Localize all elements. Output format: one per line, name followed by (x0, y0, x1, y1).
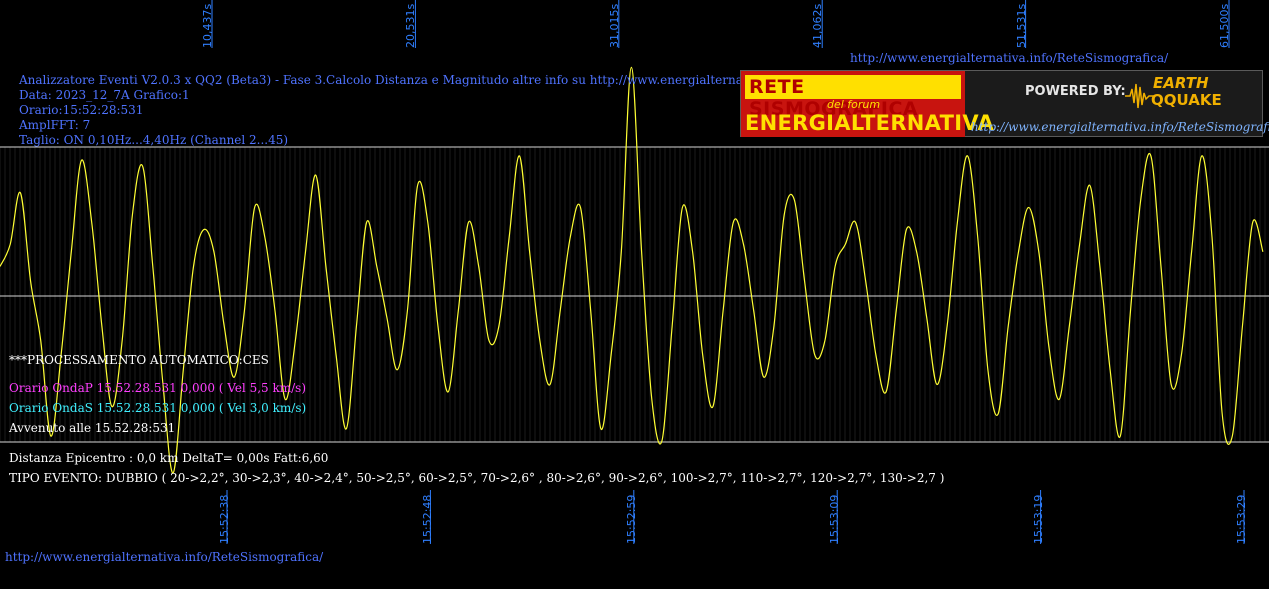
top-tick-label: 20,531s (404, 3, 418, 48)
header-time: Orario:15:52:28:531 (19, 103, 144, 117)
logo-yellow-band (745, 75, 961, 99)
bottom-tick-label: 15:52:38 (218, 494, 231, 544)
logo-subtitle: del forum (827, 98, 881, 111)
seismic-trace (0, 66, 1264, 474)
onda-s-time: Orario OndaS 15.52.28.531 0,000 ( Vel 3,… (9, 401, 307, 415)
url-bottom[interactable]: http://www.energialternativa.info/ReteSi… (5, 550, 324, 564)
bottom-tick-label: 15:53:29 (1235, 494, 1248, 544)
event-time: Avvenuto alle 15.52.28:531 (9, 421, 176, 435)
logo-red-panel: RETE SISMOGRAFICA del forum ENERGIALTERN… (741, 71, 994, 137)
bottom-tick-label: 15:52:59 (624, 494, 638, 544)
logo-url[interactable]: http://www.energialternativa.info/ReteSi… (971, 120, 1269, 134)
auto-processing-label: ***PROCESSAMENTO AUTOMATICO:CES (9, 353, 269, 367)
header-date: Data: 2023_12_7A Grafico:1 (19, 88, 190, 102)
header-amplfft: AmplFFT: 7 (19, 118, 91, 132)
logo-powered-by: POWERED BY: (1025, 84, 1126, 99)
bottom-tick-label: 15:53:09 (828, 494, 842, 544)
top-tick-label: 31,015s (607, 3, 621, 48)
logo-earth: EARTH (1153, 74, 1209, 92)
event-type: TIPO EVENTO: DUBBIO ( 20->2,2°, 30->2,3°… (9, 471, 945, 485)
logo-title: RETE SISMOGRAFICA (749, 76, 919, 120)
header-filter: Taglio: ON 0,10Hz...4,40Hz (Channel 2...… (19, 133, 289, 147)
logo-qquake: QQUAKE (1151, 91, 1222, 109)
header-title: Analizzatore Eventi V2.0.3 x QQ2 (Beta3)… (19, 73, 855, 87)
top-tick-label: 10,437s (201, 3, 214, 48)
epicenter-distance: Distanza Epicentro : 0,0 km DeltaT= 0,00… (9, 451, 329, 465)
url-top[interactable]: http://www.energialternativa.info/ReteSi… (850, 51, 1169, 65)
rete-sismografica-logo: RETE SISMOGRAFICA del forum ENERGIALTERN… (740, 70, 1269, 137)
top-tick-label: 61,500s (1218, 3, 1231, 48)
bottom-tick-label: 15:52:48 (421, 494, 435, 544)
logo-brand: ENERGIALTERNATIVA (745, 111, 994, 135)
onda-p-time: Orario OndaP 15.52.28.531 0,000 ( Vel 5,… (9, 381, 307, 395)
bottom-tick-label: 15:53:19 (1031, 494, 1045, 544)
top-tick-label: 41,062s (811, 3, 825, 48)
seismic-wave-icon (1125, 83, 1155, 109)
top-tick-label: 51,531s (1014, 3, 1028, 48)
